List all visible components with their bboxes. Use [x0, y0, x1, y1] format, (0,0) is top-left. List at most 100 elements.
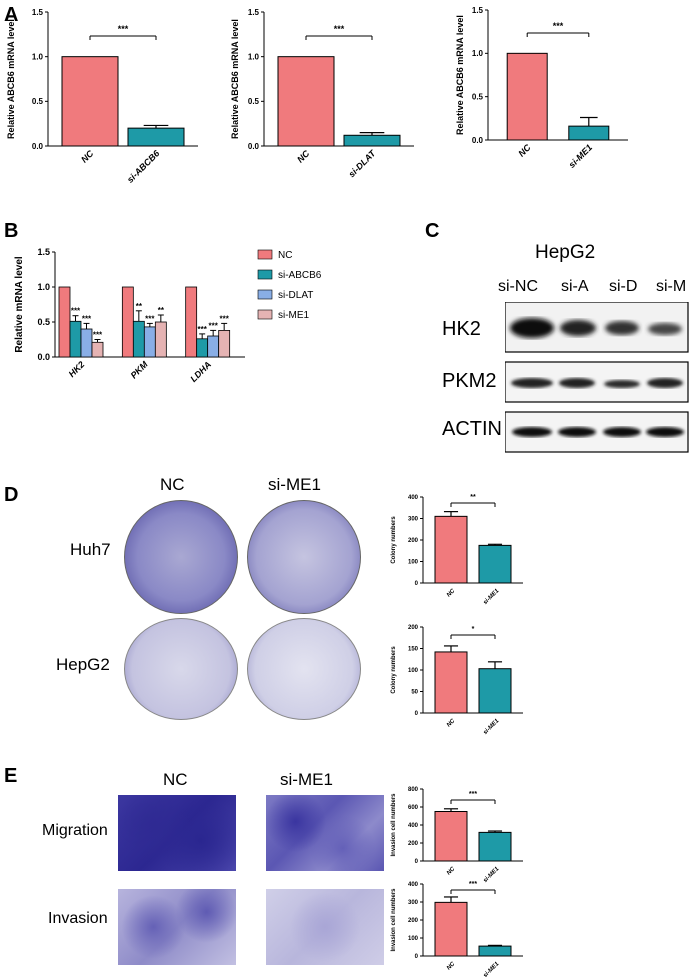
transwell-col-si-me1: si-ME1 [280, 770, 333, 789]
x-tick-label: si-ME1 [567, 142, 595, 170]
western-cell-line: HepG2 [535, 242, 596, 263]
transwell-image-invasion-nc [118, 889, 236, 965]
y-tick-label: 0.0 [472, 136, 484, 145]
legend-swatch-si-dlat [257, 289, 273, 300]
y-tick-label: 1.0 [32, 52, 44, 61]
significance-label: *** [118, 24, 129, 34]
transwell-col-nc: NC [163, 770, 188, 789]
y-tick-label: 200 [408, 841, 419, 847]
blot-strips [505, 302, 689, 453]
y-axis-label: Invasion cell numbers [391, 888, 397, 952]
y-tick-label: 1.5 [472, 6, 484, 15]
x-tick-label: NC [446, 866, 457, 877]
y-tick-label: 400 [408, 495, 419, 501]
bar-nc [506, 52, 548, 141]
significance-label: *** [553, 21, 564, 31]
lane-label-si-a: si-A [561, 278, 589, 295]
legend-label-si-me1: si-ME1 [278, 310, 310, 321]
y-axis-label: Relative mRNA level [14, 256, 25, 353]
x-tick-label: PKM [129, 359, 151, 381]
bar-si-me1 [478, 668, 512, 714]
bar-si-me1-pkm [154, 321, 167, 358]
y-axis-label: Relative ABCB6 mRNA level [230, 19, 240, 139]
significance-label: *** [71, 307, 81, 316]
bar-nc [434, 811, 468, 862]
significance-label: ** [136, 302, 143, 311]
significance-label: * [472, 626, 475, 633]
significance-label: *** [208, 321, 218, 330]
x-tick-label: si-ABCB6 [125, 148, 162, 185]
panel-label-e: E [4, 765, 18, 787]
protein-label-pkm2: PKM2 [442, 370, 497, 392]
colony-plate-huh7-nc [124, 500, 238, 614]
bar-si-abcb6-ldha [196, 338, 209, 358]
colony-col-si-me1: si-ME1 [268, 475, 321, 494]
bar-si-abcb6-pkm [132, 320, 145, 358]
transwell-row-migration: Migration [42, 822, 108, 839]
y-tick-label: 0 [415, 859, 419, 865]
significance-label: *** [334, 24, 345, 34]
significance-label: *** [93, 331, 103, 340]
y-tick-label: 1.0 [248, 52, 260, 61]
y-tick-label: 100 [408, 560, 419, 566]
blot-strip-actin [505, 411, 689, 453]
y-tick-label: 0 [415, 711, 419, 717]
colony-col-nc: NC [160, 475, 185, 494]
colony-row-huh7: Huh7 [70, 540, 111, 559]
y-tick-label: 50 [411, 690, 418, 696]
x-tick-label: NC [446, 588, 457, 599]
y-tick-label: 100 [408, 936, 419, 942]
bar-nc [434, 901, 468, 957]
y-tick-label: 200 [408, 918, 419, 924]
legend-label-nc: NC [278, 250, 292, 261]
colony-plate-huh7-si-me1 [247, 500, 361, 614]
panel-label-b: B [4, 220, 19, 242]
chart-d2-hepg2-colony: 0 50 100 150 200 Colony numbers NC si-ME1 * [391, 625, 523, 735]
x-tick-label: NC [446, 961, 457, 972]
chart-a2-dlat: 0.0 0.5 1.0 1.5 Relative ABCB6 mRNA level NC s… [230, 8, 414, 179]
transwell-image-migration-si-me1 [266, 795, 384, 871]
legend-swatch-si-me1 [257, 309, 273, 320]
lane-label-si-nc: si-NC [498, 278, 538, 295]
bar-si-me1 [478, 945, 512, 957]
y-tick-label: 0 [415, 581, 419, 587]
y-tick-label: 800 [408, 787, 419, 793]
protein-label-hk2: HK2 [442, 318, 481, 340]
y-tick-label: 100 [408, 668, 419, 674]
legend-swatch-nc [257, 249, 273, 260]
x-tick-label: si-ME1 [482, 961, 500, 977]
y-tick-label: 0.5 [32, 97, 44, 106]
y-axis-label: Relative ABCB6 mRNA level [455, 15, 465, 135]
bar-si-abcb6 [127, 127, 185, 147]
blot-strip-pkm2 [505, 361, 689, 403]
bar-nc-hk2 [58, 286, 71, 358]
transwell-image-migration-nc [118, 795, 236, 871]
transwell-row-invasion: Invasion [48, 910, 108, 927]
bar-si-dlat-ldha [207, 335, 220, 358]
bar-si-me1 [478, 831, 512, 862]
y-axis-label: Relative ABCB6 mRNA level [6, 19, 16, 139]
y-tick-label: 1.5 [37, 247, 50, 257]
chart-a1-abcb6: 0.0 0.5 1.0 1.5 Relative ABCB6 mRNA level NC s… [6, 8, 198, 185]
colony-plate-hepg2-si-me1 [247, 618, 361, 720]
lane-label-si-d: si-D [609, 278, 638, 295]
chart-d1-huh7-colony: 0 100 200 300 400 Colony numbers NC si-ME1 ** [391, 494, 523, 605]
bar-nc [61, 56, 119, 147]
y-tick-label: 0.5 [37, 317, 50, 327]
y-tick-label: 200 [408, 625, 419, 631]
bar-nc [434, 651, 468, 714]
bar-si-dlat-hk2 [80, 328, 93, 358]
legend-label-si-dlat: si-DLAT [278, 290, 313, 301]
y-tick-label: 400 [408, 882, 419, 888]
significance-label: *** [145, 314, 155, 323]
panel-label-a: A [4, 4, 19, 26]
significance-label: *** [469, 881, 477, 888]
y-tick-label: 1.5 [248, 8, 260, 17]
y-tick-label: 400 [408, 823, 419, 829]
y-tick-label: 0 [415, 954, 419, 960]
y-tick-label: 300 [408, 517, 419, 523]
significance-label: *** [197, 325, 207, 334]
colony-row-hepg2: HepG2 [56, 655, 110, 674]
chart-a3-me1: 0.0 0.5 1.0 1.5 Relative ABCB6 mRNA level NC s… [455, 6, 628, 170]
